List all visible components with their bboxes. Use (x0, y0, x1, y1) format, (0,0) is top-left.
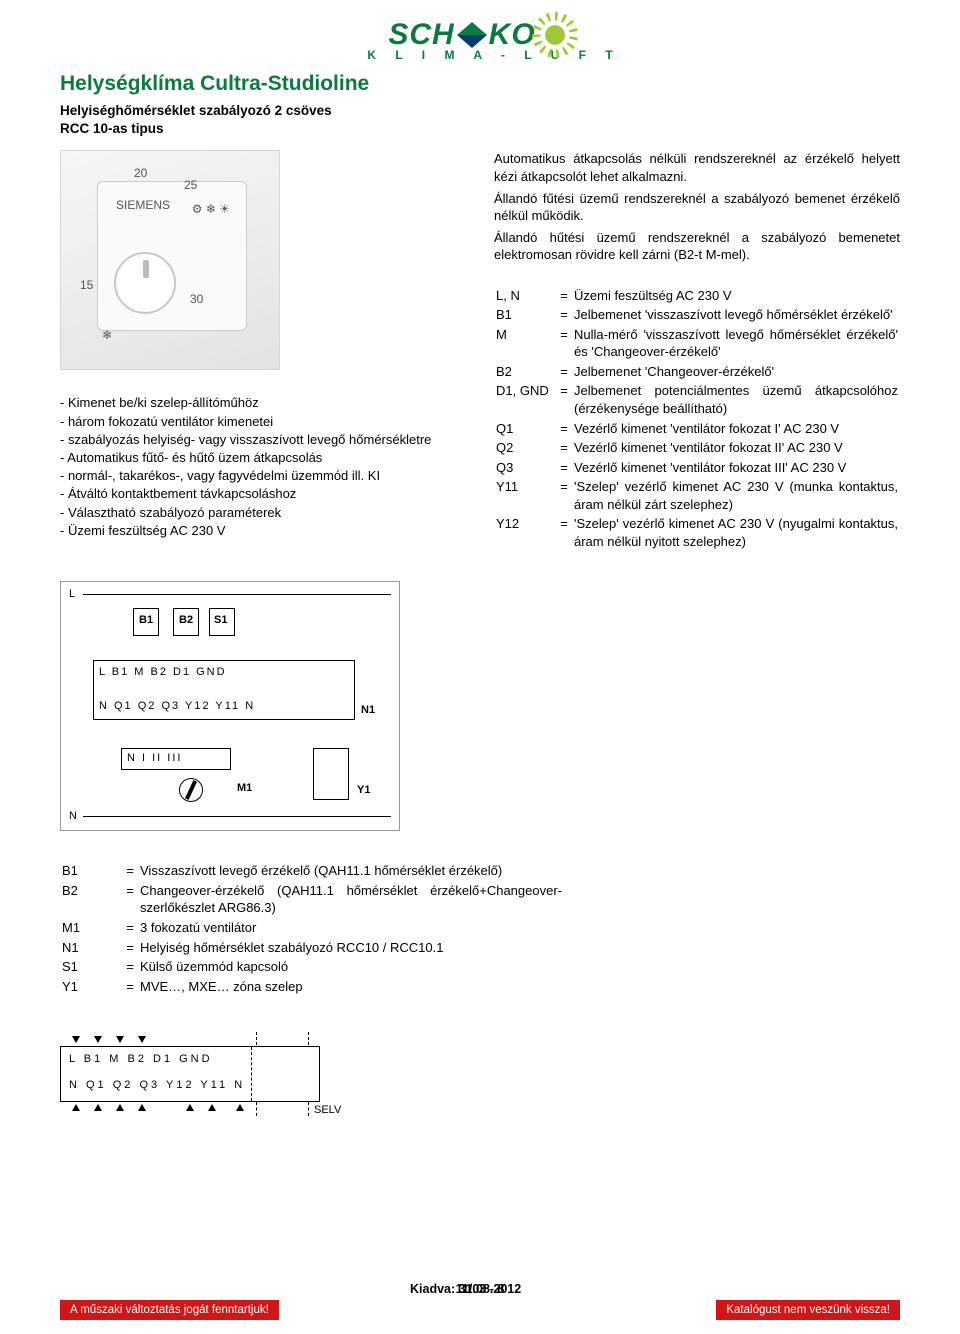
thermostat-image: SIEMENS ⚙ ❄ ☀ 15 ❄ 20 25 30 (60, 150, 280, 370)
page-number: 11/03 - 8 (456, 1282, 505, 1296)
wiring-diagram: L B1 B2 S1 L B1 M B2 D1 GND N Q1 Q2 Q3 Y… (60, 581, 400, 831)
intro-paragraph: Automatikus átkapcsolás nélküli rendszer… (494, 150, 900, 185)
page-footer: 11/03 - 8 Kiadva: 31.08.2012 A műszaki v… (0, 1288, 960, 1334)
list-item: Választható szabályozó paraméterek (60, 504, 466, 522)
list-item: Átváltó kontaktbement távkapcsoláshoz (60, 485, 466, 503)
footer-note-left: A műszaki változtatás jogát fenntartjuk! (60, 1300, 279, 1320)
brand-logo: SCH KO K L I M A - L U F T (60, 18, 900, 62)
feature-list: Kimenet be/ki szelep-állítóműhöz három f… (60, 394, 466, 540)
list-item: Kimenet be/ki szelep-állítóműhöz (60, 394, 466, 412)
terminal-diagram: L B1 M B2 D1 GND N Q1 Q2 Q3 Y12 Y11 N SE… (60, 1032, 350, 1122)
list-item: Automatikus fűtő- és hűtő üzem átkapcsol… (60, 449, 466, 467)
page-subtitle: Helyiséghőmérséklet szabályozó 2 csöves … (60, 102, 900, 138)
page-title: Helységklíma Cultra-Studioline (60, 72, 900, 96)
list-item: három fokozatú ventilátor kimenetei (60, 413, 466, 431)
component-definitions: B1=Visszaszívott levegő érzékelő (QAH11.… (60, 861, 564, 996)
list-item: szabályozás helyiség- vagy visszaszívott… (60, 431, 466, 449)
dial-icon (114, 252, 176, 314)
logo-tagline: K L I M A - L U F T (367, 48, 620, 62)
list-item: Üzemi feszültség AC 230 V (60, 522, 466, 540)
intro-paragraph: Állandó hűtési üzemű rendszereknél a sza… (494, 229, 900, 264)
logo-mark-icon (457, 22, 487, 48)
signal-definitions: L, N=Üzemi feszültség AC 230 V B1=Jelbem… (494, 286, 900, 552)
list-item: normál-, takarékos-, vagy fagyvédelmi üz… (60, 467, 466, 485)
footer-note-right: Katalógust nem veszünk vissza! (716, 1300, 900, 1320)
sun-icon (538, 18, 572, 52)
intro-paragraph: Állandó fűtési üzemű rendszereknél a sza… (494, 190, 900, 225)
